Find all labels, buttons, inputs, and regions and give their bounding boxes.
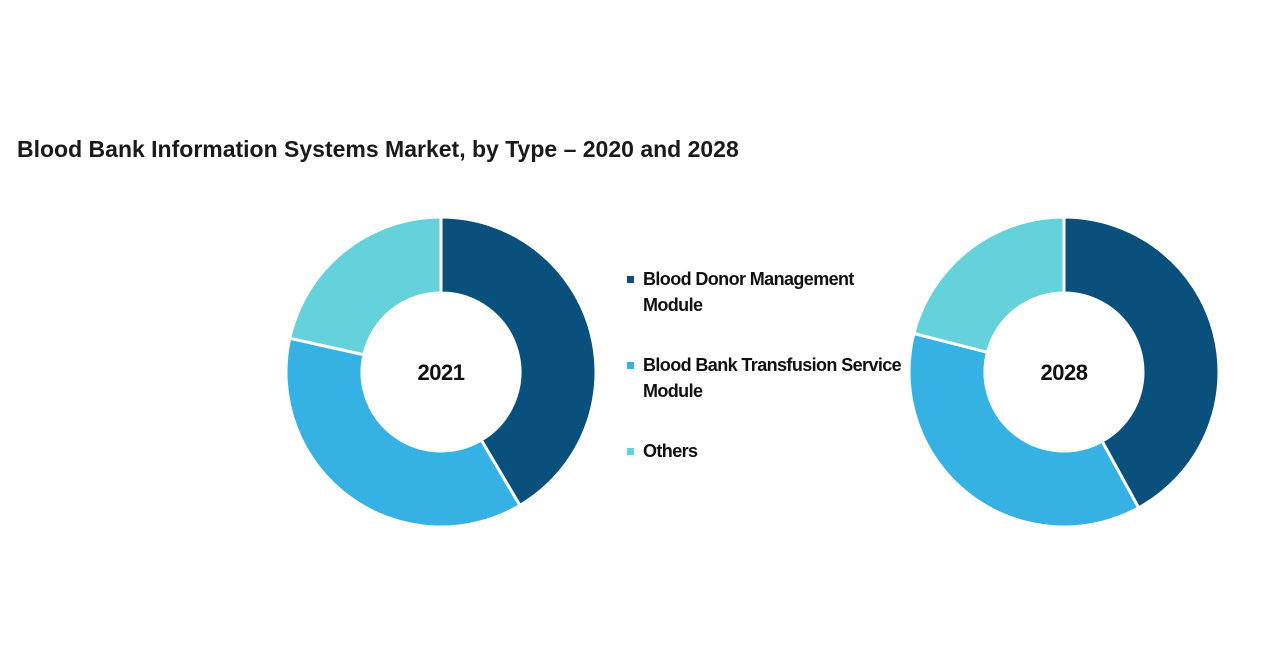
- legend-swatch: [627, 362, 634, 369]
- slice-blood-bank-transfusion-service-module: [907, 331, 1141, 529]
- legend-item-blood-bank-transfusion: Blood Bank Transfusion Service Module: [627, 352, 907, 404]
- donut-chart-2028: 2028: [907, 215, 1221, 529]
- slice-others: [287, 215, 443, 357]
- legend-swatch: [627, 448, 634, 455]
- slice-blood-donor-management-module: [1062, 215, 1221, 510]
- legend-label: Blood Bank Transfusion Service Module: [643, 355, 902, 401]
- legend: Blood Donor Management Module Blood Bank…: [627, 266, 907, 498]
- slice-blood-bank-transfusion-service-module: [284, 336, 522, 529]
- legend-item-blood-donor-management: Blood Donor Management Module: [627, 266, 907, 318]
- legend-label: Blood Donor Management Module: [643, 269, 854, 315]
- chart-title: Blood Bank Information Systems Market, b…: [17, 136, 739, 162]
- donut-center-label: 2021: [418, 360, 465, 385]
- donut-center-label: 2028: [1041, 360, 1088, 385]
- legend-swatch: [627, 276, 634, 283]
- slice-others: [912, 215, 1066, 355]
- donut-chart-2021: 2021: [284, 215, 598, 529]
- slice-blood-donor-management-module: [439, 215, 598, 508]
- legend-label: Others: [643, 441, 698, 461]
- legend-item-others: Others: [627, 438, 907, 464]
